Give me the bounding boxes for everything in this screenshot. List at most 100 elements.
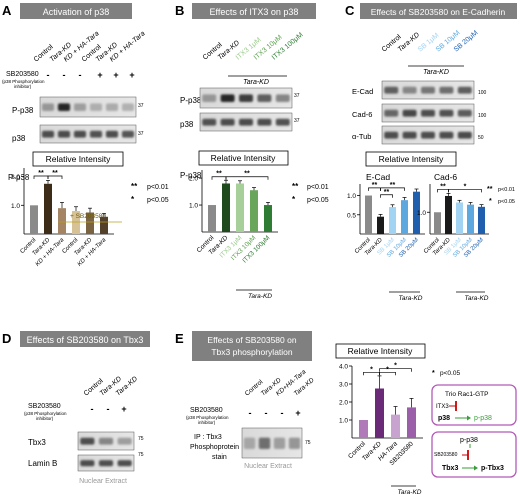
panel-c-chart-cad6-star-0: **: [440, 183, 446, 190]
panel-d-letter: D: [2, 331, 11, 346]
panel-b-legend-one-star: *: [292, 195, 296, 204]
panel-b-chart-tick-label-1: 2.0: [189, 176, 198, 183]
panel-a-legend-one-star: *: [131, 195, 135, 204]
panel-e-diagram-box1-title: Trio Rac1-GTP: [445, 391, 488, 398]
panel-c-blot-atub-band-3: [439, 131, 454, 139]
panel-d: D Effects of SB203580 on Tbx3 ControlTar…: [2, 331, 150, 485]
panel-c-chart-cad6-bracket-1: [448, 189, 482, 193]
panel-a-sign-4: +: [113, 70, 118, 80]
panel-b-legend-two-star: **: [292, 182, 299, 191]
panel-e-chart-title: Relative Intensity: [348, 346, 413, 356]
panel-a-mw-1: 37: [138, 103, 144, 109]
panel-c-blot-atub-band-2: [421, 131, 435, 139]
panel-e-chart-bar-2: [391, 414, 400, 438]
panel-a-blot-pp38-band-2: [73, 103, 87, 111]
panel-c-legend-two-star: **: [487, 186, 493, 193]
panel-b-chart-title-box: [198, 150, 289, 166]
panel-d-treatment-sub-2: inhibitor): [36, 416, 54, 421]
panel-a-legend-p01: p<0.01: [147, 184, 169, 191]
panel-c-chart-cad6-bar-0: [434, 212, 441, 234]
panel-c-blot-ecad-band-1: [402, 86, 417, 94]
panel-e-blot-band-3: [288, 437, 301, 449]
panel-e-chart-bracket-1: [379, 371, 396, 376]
panel-a-treatment-sub-2: inhibitor): [14, 84, 32, 89]
panel-a-chart-bar-1: [44, 183, 52, 234]
panel-d-treatment-signs: - - +: [91, 404, 127, 414]
panel-c-chart-cad6-bar-2: [456, 202, 463, 234]
panel-b-blot-p38-band-2: [239, 118, 253, 126]
panel-c-blot-cad6-band-3: [439, 109, 454, 117]
panel-b-chart-bar-2: [236, 183, 244, 232]
panel-a-chart-tick-label-1: 2.0: [11, 174, 20, 181]
panel-a-chart-ylabel: P-p38: [8, 173, 30, 182]
panel-c-chart2-label: Cad-6: [434, 172, 457, 182]
panel-d-sign-0: -: [91, 404, 94, 414]
panel-b-group-label: Tara-KD: [243, 79, 269, 86]
panel-e-treatment-label: SB203580: [190, 407, 223, 414]
panel-c-chart-cad6-tick-label-0: 1.0: [417, 210, 426, 217]
panel-a-letter: A: [2, 3, 12, 18]
panel-e-chart-group-label: Tara-KD: [398, 489, 422, 495]
panel-b-blot-pp38-band-3: [257, 94, 272, 102]
panel-a-mw-2: 37: [138, 131, 144, 137]
panel-c-blot-atub-band-1: [402, 131, 417, 139]
panel-e-letter: E: [175, 331, 184, 346]
panel-e-blot-band-1: [258, 437, 271, 449]
panel-b-blot-pp38: [199, 87, 293, 109]
panel-b-mw-1: 37: [294, 93, 300, 99]
panel-c-blot-cad6-band-2: [421, 109, 435, 117]
panel-a-blot-pp38-band-1: [57, 103, 71, 111]
panel-b-legend-p05: p<0.05: [307, 197, 329, 204]
panel-a-sign-3: +: [97, 70, 102, 80]
panel-a-title-bg: [20, 3, 132, 19]
panel-b-blot-p38-band-3: [257, 118, 272, 126]
panel-b-chart-bracket-1: [225, 176, 269, 180]
panel-e-chart-star-1: *: [386, 366, 389, 373]
panel-e-chart-tick-label-0: 1.0: [339, 418, 348, 425]
panel-a-blot-p38-band-0: [41, 130, 55, 138]
panel-e-sign-3: +: [295, 408, 300, 418]
panel-e-treatment-signs: - - - +: [249, 408, 301, 418]
panel-b-chart-star-1: **: [244, 171, 250, 178]
panel-a-blot-p38-band-4: [105, 130, 119, 138]
panel-b-chart-star-0: **: [216, 171, 222, 178]
panel-c-chart-ecad-bar-2: [389, 207, 396, 234]
panel-e-mw: 75: [305, 440, 311, 446]
panel-d-blot-laminb-band-1: [98, 460, 114, 467]
panel-e-title-1: Effects of SB203580 on: [207, 335, 296, 345]
panel-e-diagram-box1-to: p-p38: [474, 415, 492, 422]
panel-c-legend-one-star: *: [489, 198, 492, 205]
panel-b-chart-ylabel: P-p38: [180, 171, 202, 180]
panel-c-blot-ecad-band-0: [384, 86, 399, 94]
panel-a-blot-p38-band-1: [57, 130, 71, 138]
panel-c-chart1-label: E-Cad: [366, 172, 390, 182]
panel-b-blot-p38-band-4: [275, 118, 290, 126]
panel-c-chart-ecad-bar-4: [413, 191, 420, 234]
panel-c-blot-label-cad6: Cad-6: [352, 110, 372, 119]
panel-d-blot-tbx3-band-2: [117, 437, 132, 445]
panel-e-chart-star-2: *: [394, 363, 397, 370]
panel-e-treatment-sub-1: (p38 Phosphorylation: [186, 415, 229, 420]
panel-c-chart-ecad-bar-3: [401, 200, 408, 234]
panel-e-blot-band-2: [273, 437, 286, 449]
panel-e-diagram-box-1: [431, 384, 517, 426]
panel-a-legend-p05: p<0.05: [147, 197, 169, 204]
panel-d-treatment-sub-1: (p38 Phosphorylation: [24, 411, 67, 416]
panel-e-diagram-box2-to: p-Tbx3: [481, 465, 504, 472]
panel-c-chart-cad6-group-label: Tara-KD: [465, 295, 489, 302]
panel-e-ip-label-2: Phosphoprotein: [190, 444, 239, 451]
panel-b-title: Effects of ITX3 on p38: [210, 7, 299, 17]
panel-e-title-bg: [192, 331, 312, 361]
panel-d-sign-2: +: [121, 404, 126, 414]
panel-a-blot-p38-band-2: [73, 130, 87, 138]
panel-c-blot-atub: [381, 125, 475, 145]
panel-a-chart-bar-4: [86, 212, 94, 234]
panel-a-blot-label-pp38: P-p38: [12, 106, 34, 115]
panel-c-letter: C: [345, 3, 355, 18]
panel-e-diagram-box1-inhib: ITX3: [436, 404, 449, 410]
panel-a-blot-p38-band-3: [89, 130, 103, 138]
